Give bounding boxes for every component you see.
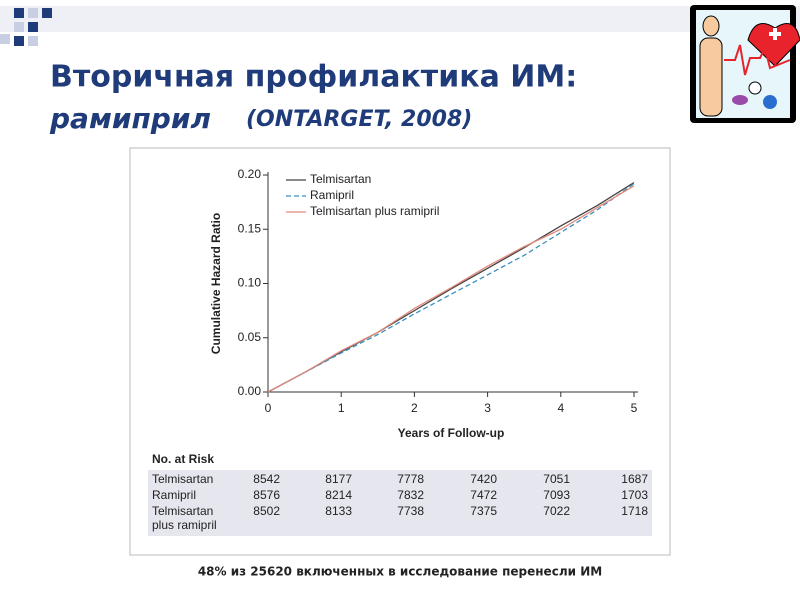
table-cell: 7738 (397, 504, 424, 518)
legend-label: Ramipril (310, 188, 354, 202)
table-cell: 8576 (253, 488, 280, 502)
x-tick-label: 5 (631, 401, 638, 415)
decor (0, 6, 800, 46)
x-tick-label: 4 (557, 401, 564, 415)
table-cell: 7375 (470, 504, 497, 518)
x-axis-label: Years of Follow-up (398, 426, 505, 440)
clipart (690, 5, 800, 123)
row-label: Telmisartan (152, 504, 213, 518)
y-tick-label: 0.15 (238, 221, 262, 235)
series-line (267, 185, 635, 393)
table-cell: 8133 (325, 504, 352, 518)
slide-subtitle-study: (ONTARGET, 2008) (246, 107, 472, 132)
x-tick-label: 2 (411, 401, 418, 415)
x-tick-label: 3 (484, 401, 491, 415)
table-cell: 1703 (621, 488, 648, 502)
slide-title: Вторичная профилактика ИМ: (50, 60, 577, 95)
table-cell: 7778 (397, 472, 424, 486)
table-cell: 7472 (470, 488, 497, 502)
slide-subtitle: рамиприл (49, 102, 211, 135)
table-cell: 7022 (543, 504, 570, 518)
table-cell: 7420 (470, 472, 497, 486)
x-tick-label: 0 (265, 401, 272, 415)
table-band (148, 470, 652, 536)
table-cell: 1687 (621, 472, 648, 486)
row-label: plus ramipril (152, 518, 217, 532)
x-tick-label: 1 (338, 401, 345, 415)
table-cell: 1718 (621, 504, 648, 518)
table-cell: 7832 (397, 488, 424, 502)
table-cell: 8177 (325, 472, 352, 486)
series-line (267, 183, 635, 393)
legend-label: Telmisartan plus ramipril (310, 204, 439, 218)
footer: 48% из 25620 включенных в исследование п… (198, 565, 602, 579)
y-axis-label: Cumulative Hazard Ratio (209, 213, 223, 354)
legend-label: Telmisartan (310, 172, 371, 186)
table-cell: 7093 (543, 488, 570, 502)
y-tick-label: 0.20 (238, 167, 262, 181)
y-tick-label: 0.00 (238, 384, 262, 398)
y-tick-label: 0.10 (238, 276, 262, 290)
row-label: Ramipril (152, 488, 196, 502)
y-tick-label: 0.05 (238, 330, 262, 344)
table-cell: 7051 (543, 472, 570, 486)
table-cell: 8214 (325, 488, 352, 502)
table-cell: 8502 (253, 504, 280, 518)
row-label: Telmisartan (152, 472, 213, 486)
table-cell: 8542 (253, 472, 280, 486)
table-title: No. at Risk (152, 452, 214, 466)
